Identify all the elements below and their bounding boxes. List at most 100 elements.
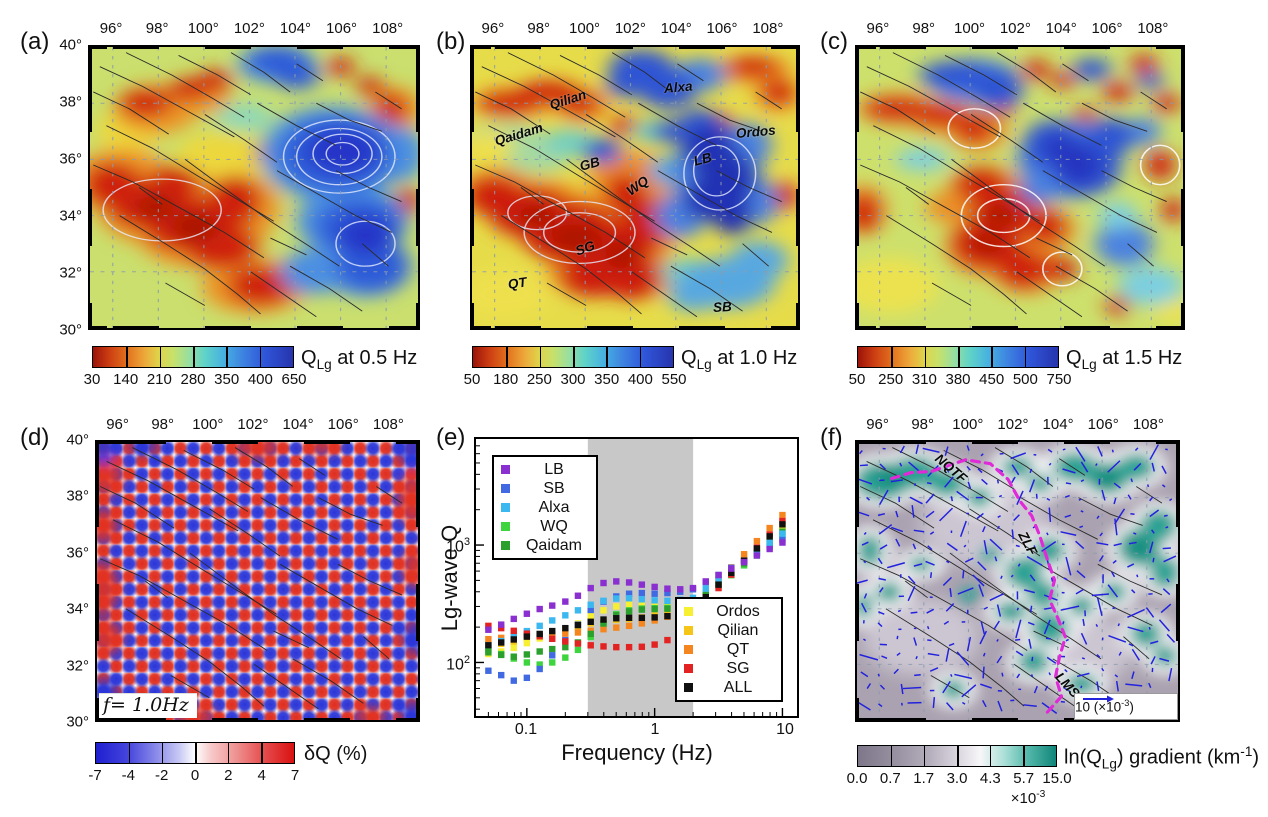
magenta-fault-line — [889, 458, 1067, 716]
colorbar-divider — [989, 746, 992, 766]
lat-tick-label: 32° — [66, 657, 89, 675]
legend-swatch — [684, 626, 693, 635]
map-f: NQTF ZLF LMSF 10 (×10-3) — [855, 440, 1180, 722]
colorbar-divider — [991, 347, 993, 367]
colorbar-divider — [226, 347, 228, 367]
frame-ticks-bottom — [472, 326, 798, 330]
frequency-annotation: f= 1.0Hz — [99, 693, 197, 718]
legend-entry-ordos: Ordos — [684, 602, 774, 621]
legend-swatch — [501, 465, 510, 474]
legend-label: QT — [726, 640, 750, 658]
colorbar-tick-label: 0 — [190, 767, 200, 784]
frame-ticks-top — [97, 440, 418, 444]
colorbar-f-multiplier: ×10-3 — [1010, 789, 1046, 807]
colorbar-tick-label: 0.7 — [879, 770, 901, 787]
map-a-field — [90, 47, 418, 328]
colorbar-tick-label: 250 — [878, 371, 904, 388]
colorbar-b-title: QLg at 1.0 Hz — [681, 347, 798, 372]
map-a — [88, 45, 420, 330]
lon-tick-label: 102° — [237, 416, 269, 433]
legend-swatch — [684, 607, 693, 616]
lon-tick-label: 108° — [1137, 20, 1169, 37]
colorbar-tick-label: 180 — [493, 371, 519, 388]
lon-tick-label: 106° — [326, 20, 358, 37]
lon-tick-label: 104° — [1045, 20, 1077, 37]
lon-tick-label: 98° — [527, 20, 551, 37]
colorbar-divider — [1023, 746, 1025, 766]
x-tick-1: 1 — [650, 721, 660, 738]
colorbar-tick-label: 50 — [848, 371, 866, 388]
frame-ticks-top — [472, 45, 798, 49]
map-c-field — [857, 47, 1183, 328]
colorbar-a — [92, 346, 294, 368]
lon-tick-label: 102° — [997, 416, 1029, 433]
legend-label: SB — [543, 479, 565, 497]
colorbar-tick-label: 350 — [214, 371, 240, 388]
colorbar-c-title: QLg at 1.5 Hz — [1066, 347, 1183, 372]
vector-scale-text: 10 (×10-3) — [1075, 698, 1134, 715]
colorbar-tick-label: 400 — [247, 371, 273, 388]
colorbar-tick-label: 1.7 — [913, 770, 935, 787]
lon-tick-label: 96° — [106, 416, 129, 433]
colorbar-tick-label: 300 — [560, 371, 586, 388]
map-annotation-wq: WQ — [624, 172, 652, 199]
frame-ticks-top — [857, 45, 1183, 49]
legend-entry-qt: QT — [684, 640, 774, 659]
lon-tick-label: 106° — [327, 416, 359, 433]
frame-ticks-right — [1181, 47, 1185, 328]
colorbar-tick-label: 280 — [180, 371, 206, 388]
lat-tick-label: 34° — [66, 600, 89, 618]
colorbar-divider — [128, 743, 131, 763]
colorbar-divider — [506, 347, 508, 367]
colorbar-d-ticks: -7 -4 -2 0 2 4 7 — [88, 767, 299, 784]
lon-tick-label: 104° — [1042, 416, 1074, 433]
map-b: Qilian Alxa Qaidam Ordos GB LB WQ SG QT SB — [470, 45, 800, 330]
map-annotation-sg: SG — [573, 237, 598, 259]
lon-tick-label: 102° — [999, 20, 1031, 37]
lon-tick-label: 104° — [660, 20, 692, 37]
colorbar-f-title: ln(QLg) gradient (km-1) — [1064, 744, 1260, 772]
x-tick-10: 10 — [776, 721, 794, 738]
colorbar-tick-label: 350 — [594, 371, 620, 388]
lon-tick-label: 102° — [233, 20, 265, 37]
lat-tick-label: 30° — [59, 321, 82, 339]
lon-tick-label: 96° — [866, 416, 889, 433]
colorbar-tick-label: -7 — [88, 767, 102, 784]
frame-ticks-right — [416, 442, 420, 720]
colorbar-tick-label: 140 — [113, 371, 139, 388]
colorbar-divider — [891, 347, 893, 367]
map-annotation-sb: SB — [712, 298, 733, 315]
colorbar-divider — [1024, 347, 1027, 367]
lat-tick-label: 36° — [59, 150, 82, 168]
colorbar-tick-label: 50 — [463, 371, 481, 388]
legend-label: SG — [726, 659, 750, 677]
y-tick-1000: 103 — [446, 536, 470, 556]
panel-e-label: (e) — [436, 424, 466, 451]
panel-c-lon-axis: 96° 98° 100° 102° 104° 106° 108° — [855, 20, 1185, 40]
lon-tick-label: 98° — [911, 416, 935, 433]
lat-tick-label: 40° — [59, 36, 82, 54]
lon-tick-label: 96° — [866, 20, 890, 37]
frame-ticks-left — [855, 442, 859, 720]
colorbar-tick-label: 0.0 — [846, 770, 868, 787]
lat-tick-label: 30° — [66, 713, 89, 731]
colorbar-divider — [958, 347, 960, 367]
lon-tick-label: 98° — [145, 20, 169, 37]
colorbar-divider — [261, 743, 263, 763]
y-tick-100: 102 — [446, 654, 470, 674]
lon-tick-label: 106° — [1091, 20, 1123, 37]
legend-label: WQ — [540, 517, 568, 535]
legend-entry-qilian: Qilian — [684, 621, 774, 640]
x-tick-0.1: 0.1 — [514, 721, 538, 738]
legend-basins-1: LB SB Alxa WQ Qaidam — [492, 455, 598, 560]
frame-ticks-left — [88, 47, 92, 328]
frame-ticks-right — [796, 47, 800, 328]
colorbar-d-title: δQ (%) — [304, 743, 368, 765]
panel-a-label: (a) — [20, 28, 50, 55]
colorbar-tick-label: -4 — [121, 767, 135, 784]
colorbar-divider — [606, 347, 608, 367]
region-labels: Qilian Alxa Qaidam Ordos GB LB WQ SG QT SB — [472, 47, 798, 328]
x-axis-label: Frequency (Hz) — [561, 740, 713, 765]
panel-b-label: (b) — [436, 28, 466, 55]
